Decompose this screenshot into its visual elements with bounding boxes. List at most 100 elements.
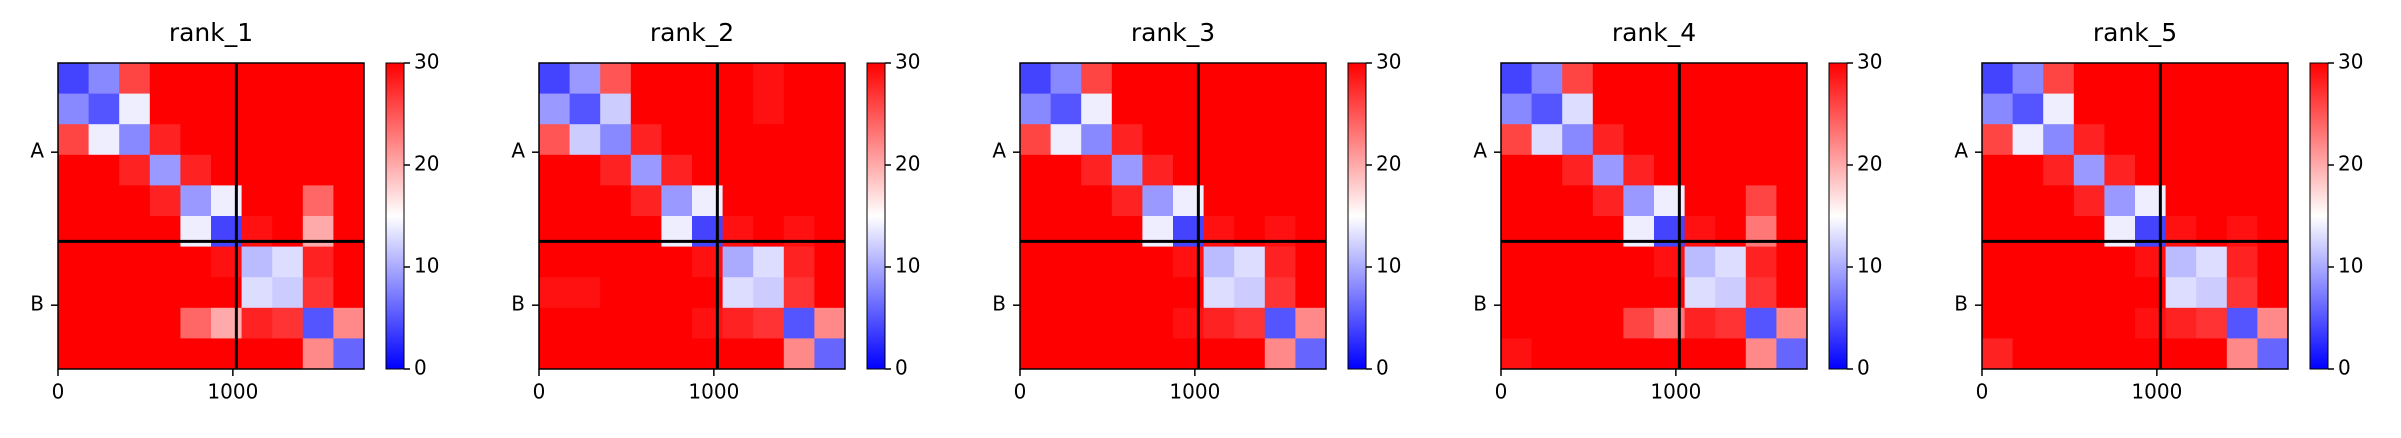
heatmap-cell	[2073, 93, 2105, 125]
heatmap-cell	[2104, 338, 2136, 370]
heatmap-cell	[1715, 246, 1747, 278]
heatmap-cell	[569, 277, 601, 309]
heatmap-cell	[1111, 277, 1143, 309]
heatmap-cell	[2165, 63, 2197, 95]
colorbar-tick-label: 10	[2338, 254, 2363, 278]
heatmap-cell	[180, 63, 212, 95]
heatmap-cell	[333, 307, 365, 339]
heatmap-cell	[180, 185, 212, 217]
heatmap-cell	[1715, 124, 1747, 156]
heatmap-cell	[180, 124, 212, 156]
heatmap-cell	[2226, 246, 2258, 278]
heatmap-cell	[569, 307, 601, 339]
heatmap-cell	[2043, 277, 2075, 309]
heatmap-cell	[2165, 307, 2197, 339]
heatmap-cell	[2073, 63, 2105, 95]
y-tick-label: A	[511, 139, 525, 163]
heatmap-cell	[1203, 124, 1235, 156]
heatmap-cell	[1081, 154, 1113, 186]
heatmap-cell	[1982, 246, 2014, 278]
heatmap-cell	[1501, 246, 1533, 278]
heatmap-cell	[119, 124, 151, 156]
heatmap-cell	[2104, 124, 2136, 156]
heatmap-cell	[2257, 246, 2289, 278]
heatmap-cell	[2012, 185, 2044, 217]
heatmap-cell	[1684, 93, 1716, 125]
heatmap-cell	[539, 338, 571, 370]
heatmap-cell	[1776, 93, 1808, 125]
heatmap-cell	[1264, 185, 1296, 217]
y-tick-label: A	[30, 139, 44, 163]
heatmap-cell	[302, 154, 334, 186]
heatmap-cell	[2257, 338, 2289, 370]
colorbar-tick-label: 10	[1376, 254, 1401, 278]
heatmap-cell	[2012, 154, 2044, 186]
heatmap-cell	[149, 124, 181, 156]
heatmap-cell	[630, 154, 662, 186]
heatmap-cell	[1562, 124, 1594, 156]
heatmap-cell	[2104, 185, 2136, 217]
heatmap-cell	[1050, 338, 1082, 370]
heatmap-cell	[722, 246, 754, 278]
heatmap-cell	[1623, 338, 1655, 370]
heatmap-cell	[88, 154, 120, 186]
heatmap-cell	[1264, 307, 1296, 339]
plot-frame	[57, 62, 365, 370]
heatmap-cell	[180, 154, 212, 186]
heatmap-cell	[1234, 185, 1266, 217]
heatmap-cell	[1501, 124, 1533, 156]
heatmap-cell	[1264, 63, 1296, 95]
heatmap-cell	[1203, 277, 1235, 309]
colorbar-tick-label: 0	[895, 356, 908, 380]
heatmap-cell	[1234, 93, 1266, 125]
heatmap-cell	[2196, 93, 2228, 125]
heatmap-cell	[1081, 93, 1113, 125]
panel-title: rank_4	[1612, 18, 1696, 47]
heatmap-cell	[1982, 154, 2014, 186]
heatmap-cell	[333, 185, 365, 217]
heatmap-cell	[1111, 63, 1143, 95]
heatmap-cell	[600, 185, 632, 217]
heatmap-cell	[753, 93, 785, 125]
heatmap-cell	[1684, 338, 1716, 370]
heatmap-cell	[2073, 124, 2105, 156]
heatmap-cell	[1081, 246, 1113, 278]
heatmap-cell	[1020, 246, 1052, 278]
heatmap-cell	[1050, 93, 1082, 125]
heatmap-cell	[58, 63, 90, 95]
colorbar-tick-label: 20	[414, 152, 439, 176]
x-tick-label: 0	[1495, 380, 1508, 404]
heatmap-cell	[1111, 246, 1143, 278]
heatmap-cell	[1501, 154, 1533, 186]
heatmap-cell	[1592, 277, 1624, 309]
heatmap-cell	[1592, 63, 1624, 95]
heatmap-cell	[1111, 185, 1143, 217]
x-tick-label: 0	[533, 380, 546, 404]
heatmap-cell	[1020, 93, 1052, 125]
heatmap-cell	[753, 246, 785, 278]
heatmap-cell	[539, 246, 571, 278]
x-tick-label: 1000	[2131, 380, 2182, 404]
heatmap-cell	[1776, 185, 1808, 217]
heatmap-cell	[783, 185, 815, 217]
heatmap-cell	[58, 307, 90, 339]
heatmap-cell	[1715, 307, 1747, 339]
colorbar-tick-label: 30	[1857, 50, 1882, 74]
heatmap-cell	[1684, 246, 1716, 278]
heatmap-cell	[1982, 93, 2014, 125]
heatmap-cell	[2073, 338, 2105, 370]
heatmap-cell	[149, 63, 181, 95]
heatmap-cell	[302, 124, 334, 156]
heatmap-cell	[1684, 63, 1716, 95]
heatmap-cell	[333, 154, 365, 186]
heatmap-cell	[2165, 277, 2197, 309]
heatmap-cell	[753, 185, 785, 217]
heatmap-cell	[1020, 185, 1052, 217]
heatmap-cell	[2165, 246, 2197, 278]
heatmap-cell	[661, 124, 693, 156]
heatmap-cell	[149, 307, 181, 339]
heatmap-cell	[1531, 338, 1563, 370]
heatmap-cell	[88, 277, 120, 309]
heatmap-cell	[539, 63, 571, 95]
y-tick-label: B	[992, 292, 1006, 316]
